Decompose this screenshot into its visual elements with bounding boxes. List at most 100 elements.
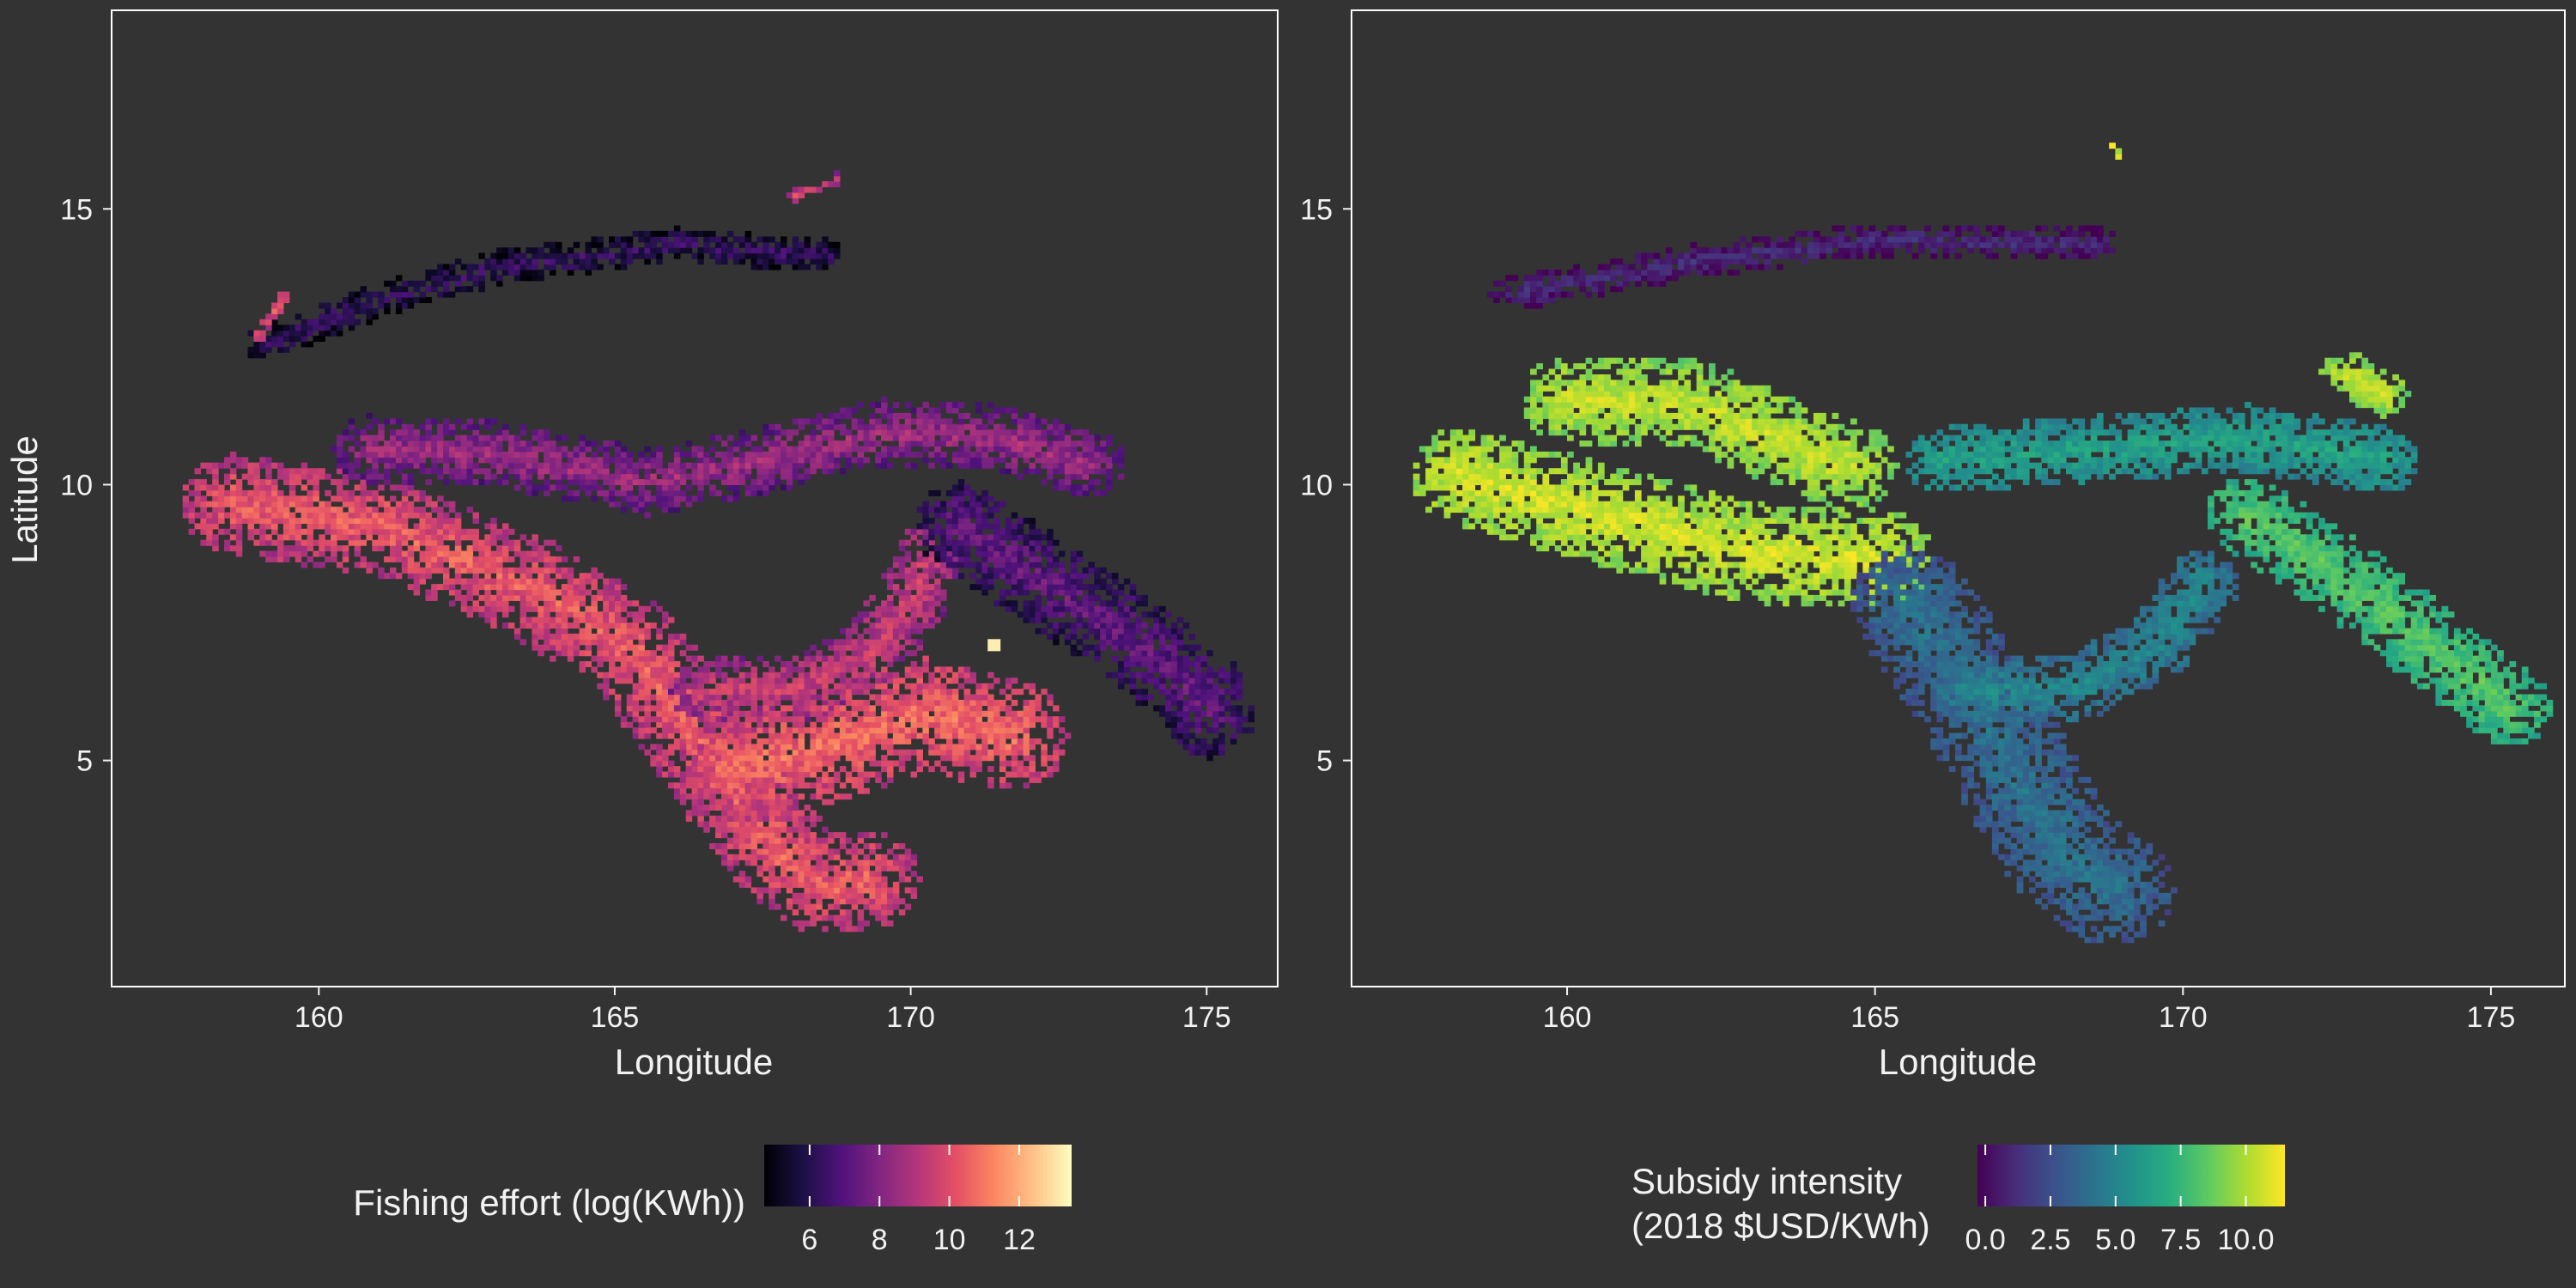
heatmap-cell: [839, 661, 847, 668]
heatmap-cell: [1106, 600, 1113, 607]
heatmap-cell: [401, 484, 409, 491]
heatmap-cell: [1082, 605, 1089, 612]
heatmap-cell: [922, 523, 929, 530]
heatmap-cell: [786, 881, 793, 888]
heatmap-cell: [816, 887, 823, 894]
heatmap-cell: [1106, 573, 1113, 580]
heatmap-cell: [1029, 545, 1036, 552]
heatmap-cell: [857, 689, 865, 696]
heatmap-cell: [828, 887, 835, 894]
heatmap-cell: [1041, 716, 1048, 723]
heatmap-cell: [781, 451, 787, 458]
heatmap-cell: [792, 776, 799, 783]
heatmap-cell: [454, 550, 462, 557]
heatmap-cell: [614, 489, 622, 496]
heatmap-cell: [786, 799, 793, 805]
heatmap-cell: [413, 584, 421, 591]
heatmap-cell: [591, 451, 598, 458]
heatmap-cell: [632, 468, 640, 475]
heatmap-cell: [857, 926, 865, 933]
heatmap-cell: [922, 412, 929, 419]
heatmap-cell: [957, 776, 965, 783]
heatmap-cell: [839, 782, 847, 789]
heatmap-cell: [650, 705, 657, 712]
heatmap-cell: [460, 562, 468, 568]
heatmap-cell: [271, 501, 278, 507]
heatmap-cell: [762, 727, 769, 734]
heatmap-cell: [673, 507, 681, 513]
heatmap-cell: [999, 766, 1006, 773]
heatmap-cell: [448, 473, 456, 480]
heatmap-cell: [993, 423, 1000, 430]
heatmap-cell: [413, 440, 421, 447]
heatmap-cell: [1135, 689, 1143, 696]
heatmap-cell: [1029, 605, 1036, 612]
heatmap-cell: [816, 914, 823, 921]
heatmap-cell: [697, 451, 704, 458]
heatmap-cell: [1070, 594, 1078, 601]
heatmap-cell: [697, 821, 704, 828]
heatmap-cell: [384, 479, 391, 486]
heatmap-cell: [922, 700, 929, 707]
heatmap-cell: [1082, 650, 1089, 657]
heatmap-cell: [454, 573, 462, 580]
heatmap-cell: [828, 832, 835, 839]
heatmap-cell: [744, 799, 752, 805]
heatmap-cell: [898, 655, 906, 662]
heatmap-cell: [626, 479, 634, 486]
heatmap-cell: [401, 462, 409, 469]
heatmap-cell: [265, 507, 272, 513]
heatmap-cell: [354, 545, 361, 552]
heatmap-cell: [975, 523, 982, 530]
heatmap-cell: [703, 716, 710, 723]
heatmap-cell: [857, 429, 865, 436]
heatmap-cell: [904, 573, 912, 580]
heatmap-cell: [632, 633, 640, 640]
heatmap-cell: [875, 865, 882, 872]
heatmap-cell: [229, 484, 237, 491]
heatmap-cell: [928, 562, 935, 568]
heatmap-cell: [1011, 440, 1018, 447]
heatmap-cell: [544, 605, 550, 612]
heatmap-cell: [816, 744, 823, 750]
heatmap-cell: [1106, 457, 1113, 464]
heatmap-cell: [1053, 623, 1060, 629]
heatmap-cell: [360, 429, 367, 436]
heatmap-cell: [951, 749, 959, 756]
heatmap-cell: [1041, 550, 1048, 557]
heatmap-cell: [786, 671, 793, 678]
heatmap-cell: [609, 600, 616, 607]
heatmap-cell: [614, 633, 622, 640]
heatmap-cell: [993, 534, 1000, 541]
heatmap-cell: [756, 799, 763, 805]
heatmap-cell: [472, 479, 479, 486]
heatmap-cell: [845, 732, 853, 739]
heatmap-cell: [786, 484, 793, 491]
heatmap-cell: [502, 539, 509, 546]
heatmap-cell: [721, 782, 728, 789]
heatmap-cell: [319, 507, 325, 513]
heatmap-cell: [816, 650, 823, 657]
heatmap-cell: [484, 440, 491, 447]
heatmap-cell: [922, 760, 929, 767]
heatmap-cell: [638, 732, 645, 739]
heatmap-cell: [738, 755, 746, 762]
heatmap-cell: [697, 473, 704, 480]
heatmap-cell: [839, 914, 847, 921]
heatmap-cell: [999, 744, 1006, 750]
heatmap-cell: [975, 418, 982, 425]
heatmap-cell: [472, 605, 479, 612]
heatmap-cell: [460, 567, 468, 574]
heatmap-cell: [1112, 600, 1119, 607]
heatmap-cell: [679, 462, 687, 469]
heatmap-cell: [372, 507, 379, 513]
heatmap-cell: [762, 805, 769, 811]
heatmap-cell: [259, 489, 266, 496]
heatmap-cell: [904, 732, 912, 739]
heatmap-cell: [591, 457, 598, 464]
heatmap-cell: [762, 689, 769, 696]
heatmap-cell: [726, 434, 734, 441]
heatmap-cell: [804, 473, 811, 480]
heatmap-cell: [910, 451, 918, 458]
heatmap-cell: [679, 738, 687, 744]
